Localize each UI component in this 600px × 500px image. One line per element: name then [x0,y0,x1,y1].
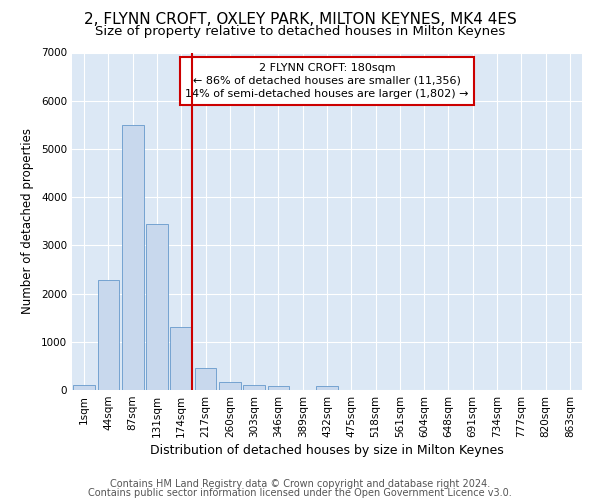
Text: Contains HM Land Registry data © Crown copyright and database right 2024.: Contains HM Land Registry data © Crown c… [110,479,490,489]
Text: 2 FLYNN CROFT: 180sqm
← 86% of detached houses are smaller (11,356)
14% of semi-: 2 FLYNN CROFT: 180sqm ← 86% of detached … [185,62,469,99]
Text: Size of property relative to detached houses in Milton Keynes: Size of property relative to detached ho… [95,25,505,38]
Bar [268,386,289,390]
Bar [170,328,192,390]
Bar [316,386,338,390]
X-axis label: Distribution of detached houses by size in Milton Keynes: Distribution of detached houses by size … [150,444,504,457]
Bar [146,224,168,390]
Bar [194,368,217,390]
Y-axis label: Number of detached properties: Number of detached properties [21,128,34,314]
Text: 2, FLYNN CROFT, OXLEY PARK, MILTON KEYNES, MK4 4ES: 2, FLYNN CROFT, OXLEY PARK, MILTON KEYNE… [83,12,517,28]
Bar [97,280,119,390]
Bar [243,385,265,390]
Bar [73,385,95,390]
Bar [122,125,143,390]
Text: Contains public sector information licensed under the Open Government Licence v3: Contains public sector information licen… [88,488,512,498]
Bar [219,382,241,390]
